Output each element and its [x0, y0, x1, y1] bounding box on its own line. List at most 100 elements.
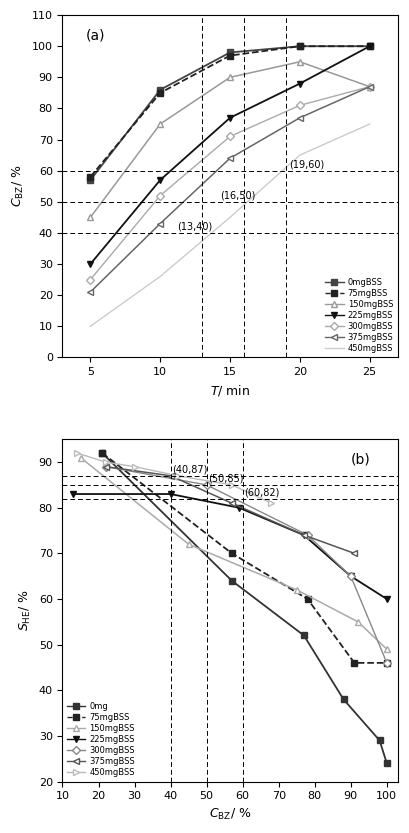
375mgBSS — [352, 548, 357, 558]
X-axis label: $C_{\rm BZ}$/ %: $C_{\rm BZ}$/ % — [209, 807, 251, 822]
75mgBSS — [352, 658, 357, 668]
450mgBSS — [103, 457, 108, 467]
Text: (b): (b) — [351, 453, 371, 467]
450mgBSS — [175, 471, 180, 481]
300mgBSS — [348, 571, 353, 581]
Line: 375mgBSS: 375mgBSS — [87, 83, 373, 295]
375mgBSS — [229, 498, 234, 508]
0mg — [100, 448, 105, 458]
450mgBSS — [74, 448, 79, 458]
Y-axis label: $C_{\rm BZ}$/ %: $C_{\rm BZ}$/ % — [11, 165, 26, 207]
150mgBSS — [186, 539, 191, 549]
0mg — [341, 695, 346, 705]
300mgBSS — [103, 461, 108, 471]
225mgBSS — [348, 571, 353, 581]
Line: 0mg: 0mg — [99, 450, 390, 766]
225mgBSS — [367, 41, 372, 51]
75mgBSS — [227, 51, 232, 61]
0mgBSS — [367, 41, 372, 51]
75mgBSS — [229, 548, 234, 558]
Text: (60,82): (60,82) — [245, 487, 280, 497]
Legend: 0mgBSS, 75mgBSS, 150mgBSS, 225mgBSS, 300mgBSS, 375mgBSS, 450mgBSS: 0mgBSS, 75mgBSS, 150mgBSS, 225mgBSS, 300… — [325, 277, 393, 353]
375mgBSS — [158, 218, 163, 228]
Line: 0mgBSS: 0mgBSS — [87, 43, 373, 183]
0mgBSS — [227, 47, 232, 57]
Line: 75mgBSS: 75mgBSS — [99, 450, 390, 666]
75mgBSS — [88, 172, 93, 182]
450mgBSS — [88, 322, 93, 332]
75mgBSS — [100, 448, 105, 458]
300mgBSS — [297, 100, 302, 110]
375mgBSS — [297, 112, 302, 122]
75mgBSS — [305, 594, 310, 604]
Line: 150mgBSS: 150mgBSS — [77, 454, 390, 652]
375mgBSS — [367, 82, 372, 92]
75mgBSS — [158, 88, 163, 98]
150mgBSS — [297, 57, 302, 67]
Text: (40,87): (40,87) — [173, 465, 208, 475]
0mg — [229, 576, 234, 586]
Y-axis label: $S_{\rm HE}$/ %: $S_{\rm HE}$/ % — [18, 590, 33, 631]
375mgBSS — [227, 153, 232, 163]
Line: 450mgBSS: 450mgBSS — [90, 124, 370, 327]
0mgBSS — [88, 175, 93, 185]
375mgBSS — [168, 471, 173, 481]
Text: (13,40): (13,40) — [177, 222, 212, 232]
375mgBSS — [103, 461, 108, 471]
225mgBSS — [168, 489, 173, 499]
300mgBSS — [204, 480, 209, 490]
150mgBSS — [384, 644, 389, 654]
300mgBSS — [88, 275, 93, 285]
150mgBSS — [294, 585, 299, 595]
0mg — [384, 758, 389, 768]
225mgBSS — [71, 489, 76, 499]
225mgBSS — [297, 78, 302, 88]
225mgBSS — [158, 175, 163, 185]
0mg — [301, 631, 306, 641]
450mgBSS — [132, 461, 137, 471]
X-axis label: $T$/ min: $T$/ min — [210, 382, 250, 397]
300mgBSS — [305, 530, 310, 540]
Line: 150mgBSS: 150mgBSS — [87, 58, 373, 221]
150mgBSS — [367, 82, 372, 92]
Line: 450mgBSS: 450mgBSS — [74, 450, 274, 506]
450mgBSS — [367, 119, 372, 129]
75mgBSS — [384, 658, 389, 668]
Line: 225mgBSS: 225mgBSS — [87, 43, 373, 267]
Text: (50,85): (50,85) — [209, 473, 244, 483]
Text: (a): (a) — [86, 29, 106, 42]
450mgBSS — [297, 150, 302, 160]
450mgBSS — [269, 498, 274, 508]
450mgBSS — [227, 212, 232, 222]
0mg — [377, 736, 382, 746]
0mgBSS — [297, 41, 302, 51]
Line: 75mgBSS: 75mgBSS — [87, 43, 373, 180]
75mgBSS — [367, 41, 372, 51]
375mgBSS — [301, 530, 306, 540]
Line: 300mgBSS: 300mgBSS — [88, 84, 373, 282]
225mgBSS — [227, 112, 232, 122]
Text: (16,50): (16,50) — [220, 190, 256, 200]
Line: 300mgBSS: 300mgBSS — [103, 464, 390, 666]
225mgBSS — [301, 530, 306, 540]
75mgBSS — [297, 41, 302, 51]
Legend: 0mg, 75mgBSS, 150mgBSS, 225mgBSS, 300mgBSS, 375mgBSS, 450mgBSS: 0mg, 75mgBSS, 150mgBSS, 225mgBSS, 300mgB… — [67, 702, 135, 777]
375mgBSS — [88, 287, 93, 297]
150mgBSS — [355, 616, 360, 626]
Line: 225mgBSS: 225mgBSS — [70, 491, 390, 602]
225mgBSS — [384, 594, 389, 604]
0mgBSS — [158, 85, 163, 95]
Text: (19,60): (19,60) — [289, 159, 324, 169]
300mgBSS — [384, 658, 389, 668]
225mgBSS — [88, 259, 93, 269]
450mgBSS — [229, 480, 234, 490]
450mgBSS — [158, 272, 163, 282]
150mgBSS — [88, 212, 93, 222]
150mgBSS — [227, 72, 232, 82]
150mgBSS — [158, 119, 163, 129]
300mgBSS — [227, 132, 232, 142]
300mgBSS — [367, 82, 372, 92]
300mgBSS — [158, 191, 163, 201]
225mgBSS — [236, 503, 241, 513]
150mgBSS — [78, 452, 83, 462]
